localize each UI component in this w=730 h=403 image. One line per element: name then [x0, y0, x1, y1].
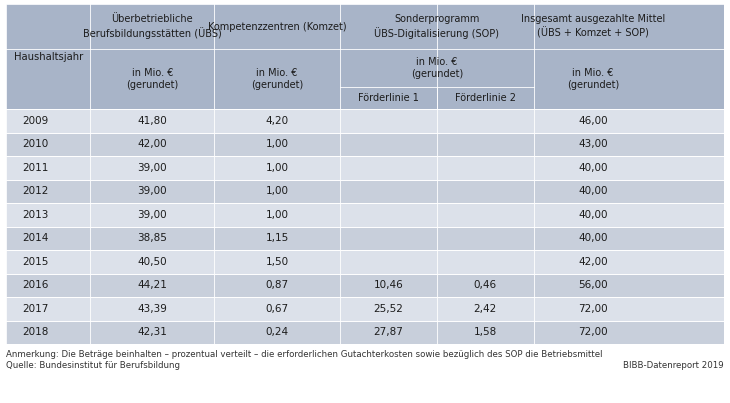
Text: in Mio. €
(gerundet): in Mio. € (gerundet) [126, 68, 178, 90]
Text: Quelle: Bundesinstitut für Berufsbildung: Quelle: Bundesinstitut für Berufsbildung [6, 361, 180, 370]
Text: 0,67: 0,67 [266, 304, 288, 314]
Text: 41,80: 41,80 [137, 116, 167, 126]
Text: 72,00: 72,00 [578, 304, 608, 314]
Text: 72,00: 72,00 [578, 327, 608, 337]
Text: 2014: 2014 [23, 233, 49, 243]
Text: 40,00: 40,00 [578, 186, 607, 196]
Text: 1,00: 1,00 [266, 139, 288, 149]
Text: 1,00: 1,00 [266, 210, 288, 220]
Bar [6, 250, 724, 274]
Bar [6, 133, 724, 156]
Text: Förderlinie 1: Förderlinie 1 [358, 93, 419, 103]
Text: Überbetriebliche
Berufsbildungsstätten (ÜBS): Überbetriebliche Berufsbildungsstätten (… [83, 14, 222, 39]
Text: Haushaltsjahr: Haushaltsjahr [14, 52, 82, 62]
Text: 40,50: 40,50 [137, 257, 167, 267]
Text: 42,00: 42,00 [137, 139, 167, 149]
Text: 39,00: 39,00 [137, 163, 167, 173]
Text: 2010: 2010 [23, 139, 49, 149]
Text: 2011: 2011 [23, 163, 49, 173]
Text: in Mio. €
(gerundet): in Mio. € (gerundet) [566, 68, 619, 90]
Text: 1,00: 1,00 [266, 186, 288, 196]
Text: 2016: 2016 [23, 280, 49, 290]
Bar [6, 226, 724, 250]
Text: 0,46: 0,46 [474, 280, 497, 290]
Bar [6, 344, 724, 403]
Text: in Mio. €
(gerundet): in Mio. € (gerundet) [411, 57, 463, 79]
Bar [6, 179, 724, 203]
Text: Sonderprogramm
ÜBS-Digitalisierung (SOP): Sonderprogramm ÜBS-Digitalisierung (SOP) [374, 14, 499, 39]
Bar [6, 109, 724, 133]
Text: 2013: 2013 [23, 210, 49, 220]
Text: 2017: 2017 [23, 304, 49, 314]
Text: Kompetenzzentren (Komzet): Kompetenzzentren (Komzet) [208, 21, 346, 31]
Bar [6, 274, 724, 297]
Text: 39,00: 39,00 [137, 186, 167, 196]
Text: 39,00: 39,00 [137, 210, 167, 220]
Text: 42,31: 42,31 [137, 327, 167, 337]
Text: 2012: 2012 [23, 186, 49, 196]
Text: 40,00: 40,00 [578, 210, 607, 220]
Bar [6, 320, 724, 344]
Text: in Mio. €
(gerundet): in Mio. € (gerundet) [251, 68, 303, 90]
Text: 1,58: 1,58 [474, 327, 497, 337]
Text: 46,00: 46,00 [578, 116, 608, 126]
Text: 43,00: 43,00 [578, 139, 608, 149]
Text: 43,39: 43,39 [137, 304, 167, 314]
Text: 25,52: 25,52 [374, 304, 403, 314]
Text: 42,00: 42,00 [578, 257, 608, 267]
Text: 1,50: 1,50 [266, 257, 288, 267]
Text: 1,00: 1,00 [266, 163, 288, 173]
Text: 0,87: 0,87 [266, 280, 288, 290]
Text: Insgesamt ausgezahlte Mittel
(ÜBS + Komzet + SOP): Insgesamt ausgezahlte Mittel (ÜBS + Komz… [520, 15, 665, 39]
Bar [6, 156, 724, 179]
Text: 2015: 2015 [23, 257, 49, 267]
Text: 2018: 2018 [23, 327, 49, 337]
Text: BIBB-Datenreport 2019: BIBB-Datenreport 2019 [623, 361, 724, 370]
Text: Förderlinie 2: Förderlinie 2 [455, 93, 516, 103]
Bar [6, 4, 724, 109]
Text: 40,00: 40,00 [578, 163, 607, 173]
Text: 2,42: 2,42 [474, 304, 497, 314]
Text: 0,24: 0,24 [266, 327, 288, 337]
Text: 44,21: 44,21 [137, 280, 167, 290]
Text: Anmerkung: Die Beträge beinhalten – prozentual verteilt – die erforderlichen Gut: Anmerkung: Die Beträge beinhalten – proz… [6, 350, 602, 359]
Text: 2009: 2009 [23, 116, 49, 126]
Bar [6, 203, 724, 226]
Text: 56,00: 56,00 [578, 280, 608, 290]
Text: 10,46: 10,46 [374, 280, 403, 290]
Text: 4,20: 4,20 [266, 116, 288, 126]
Text: 38,85: 38,85 [137, 233, 167, 243]
Bar [6, 297, 724, 320]
Text: 1,15: 1,15 [266, 233, 288, 243]
Text: 27,87: 27,87 [374, 327, 403, 337]
Text: 40,00: 40,00 [578, 233, 607, 243]
